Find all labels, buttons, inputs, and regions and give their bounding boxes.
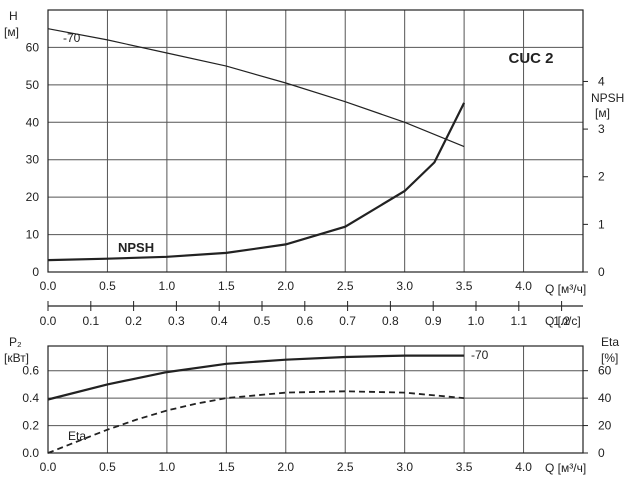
flow-ls-tick-label: 1.2 — [553, 314, 570, 328]
power-y-right-tick-label: 0 — [598, 446, 605, 460]
flow-ls-tick-label: 0.5 — [254, 314, 271, 328]
power-y-left-tick-label: 0.0 — [22, 446, 39, 460]
power-x-tick-label: 2.0 — [277, 460, 294, 474]
power-x-tick-label: 0.5 — [99, 460, 116, 474]
power-y-left-tick-label: 0.2 — [22, 419, 39, 433]
npsh-y-title: NPSH — [591, 91, 624, 105]
head-curve-label: -70 — [63, 31, 81, 45]
power-y-right-tick-label: 20 — [598, 419, 612, 433]
head-x-label: Q [м³/ч] — [545, 282, 586, 296]
power-x-tick-label: 0.0 — [40, 460, 57, 474]
power-panel: 0.0 0.5 1.0 1.5 2.0 2.5 3.0 3.5 4.0 0.0 0.2 0.4 0.6 0… — [22, 345, 612, 474]
head-x-tick-label: 0.0 — [40, 279, 57, 293]
flow-ls-tick-label: 0.6 — [296, 314, 313, 328]
power-y-left-tick-label: 0.4 — [22, 391, 39, 405]
head-y-left-tick-label: 0 — [32, 265, 39, 279]
power-series-line-0 — [47, 354, 465, 401]
chart-title: CUC 2 — [508, 50, 553, 67]
head-y-title: H — [9, 9, 18, 23]
head-panel: 0.0 0.5 1.0 1.5 2.0 2.5 3.0 3.5 4.00102030405060… — [26, 9, 605, 293]
head-y-right-tick-label: 0 — [598, 265, 605, 279]
head-y-right-tick-label: 4 — [598, 74, 605, 88]
npsh-y-unit: [м] — [595, 106, 610, 120]
head-series-line-1 — [47, 102, 466, 262]
flow-ls-tick-label: 0.9 — [425, 314, 442, 328]
power-y-title: P₂ — [9, 335, 22, 349]
flow-ls-tick-label: 0.2 — [125, 314, 142, 328]
flow-ls-tick-label: 0.7 — [339, 314, 356, 328]
flow-ls-axis: 0.0 0.1 0.2 0.3 0.4 0.5 0.6 0.7 0.8 0.9 1.0 1.1 1.2 — [40, 301, 583, 328]
head-x-tick-label: 1.5 — [218, 279, 235, 293]
power-plot-frame — [47, 345, 584, 454]
head-y-left-tick-label: 10 — [26, 228, 40, 242]
flow-ls-tick-label: 0.8 — [382, 314, 399, 328]
head-y-left-tick-label: 60 — [26, 40, 40, 54]
head-series-line-0 — [47, 28, 465, 148]
head-y-left-tick-label: 50 — [26, 78, 40, 92]
power-y-left-tick-label: 0.6 — [22, 364, 39, 378]
npsh-curve-label: NPSH — [118, 240, 154, 255]
power-x-tick-label: 1.5 — [218, 460, 235, 474]
power-x-label: Q [м³/ч] — [545, 461, 586, 475]
power-curve-label: -70 — [471, 348, 489, 362]
flow-ls-x-label: Q [л/с] — [545, 314, 581, 328]
flow-ls-tick-label: 0.0 — [40, 314, 57, 328]
head-y-left-tick-label: 40 — [26, 115, 40, 129]
power-series-line-1 — [47, 390, 465, 454]
flow-ls-tick-label: 0.4 — [211, 314, 228, 328]
power-x-tick-label: 4.0 — [515, 460, 532, 474]
head-y-left-tick-label: 30 — [26, 153, 40, 167]
head-y-left-tick-label: 20 — [26, 190, 40, 204]
power-y-unit: [кВт] — [4, 351, 29, 365]
power-x-tick-label: 2.5 — [337, 460, 354, 474]
head-y-right-tick-label: 3 — [598, 122, 605, 136]
flow-ls-tick-label: 0.1 — [82, 314, 99, 328]
head-y-right-tick-label: 1 — [598, 217, 605, 231]
head-y-right-tick-label: 2 — [598, 170, 605, 184]
flow-ls-tick-label: 1.1 — [510, 314, 527, 328]
power-x-tick-label: 1.0 — [159, 460, 176, 474]
eta-y-title: Eta — [601, 335, 619, 349]
power-y-right-tick-label: 60 — [598, 364, 612, 378]
head-x-tick-label: 2.5 — [337, 279, 354, 293]
power-x-tick-label: 3.0 — [396, 460, 413, 474]
head-x-tick-label: 4.0 — [515, 279, 532, 293]
power-x-tick-label: 3.5 — [456, 460, 473, 474]
eta-y-unit: [%] — [601, 351, 618, 365]
head-x-tick-label: 1.0 — [159, 279, 176, 293]
power-y-right-tick-label: 40 — [598, 391, 612, 405]
head-y-unit: [м] — [4, 25, 19, 39]
flow-ls-tick-label: 0.3 — [168, 314, 185, 328]
head-x-tick-label: 2.0 — [277, 279, 294, 293]
head-x-tick-label: 3.0 — [396, 279, 413, 293]
head-x-tick-label: 3.5 — [456, 279, 473, 293]
head-x-tick-label: 0.5 — [99, 279, 116, 293]
flow-ls-tick-label: 1.0 — [468, 314, 485, 328]
eta-curve-label: Eta — [68, 429, 86, 443]
head-plot-frame — [47, 9, 584, 273]
